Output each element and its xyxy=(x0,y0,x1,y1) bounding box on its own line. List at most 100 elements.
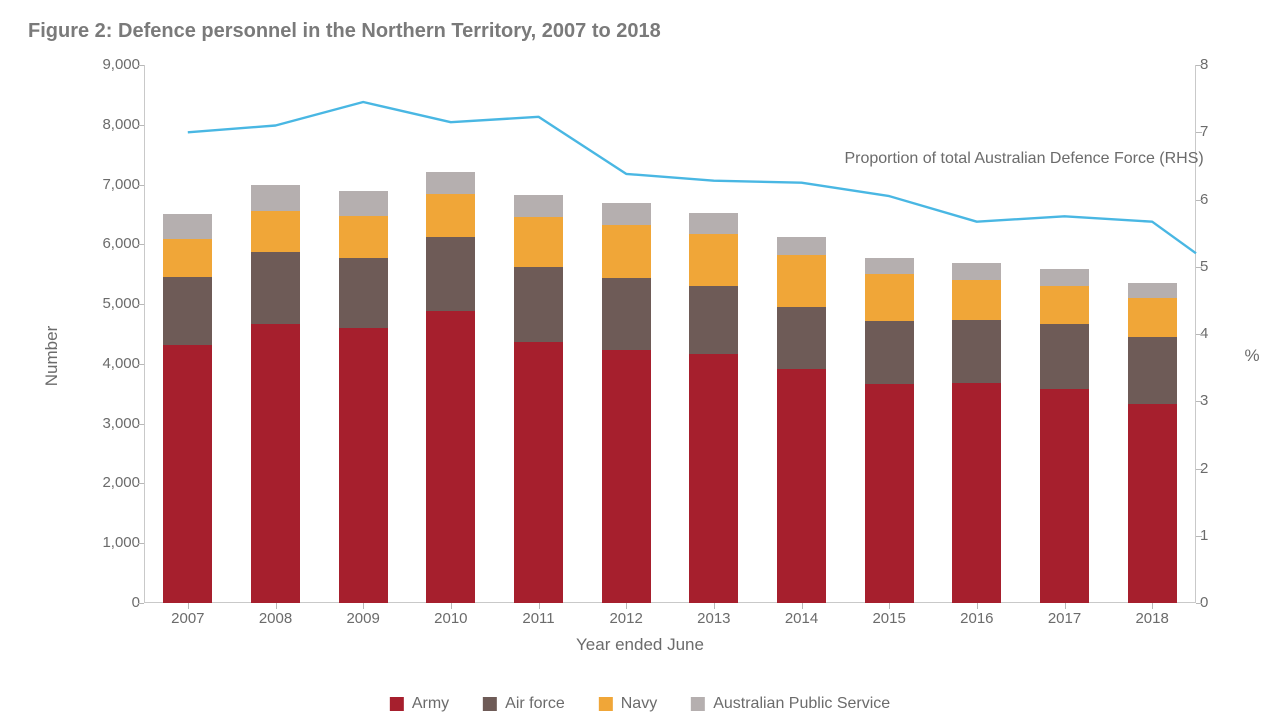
y-left-tick-label: 5,000 xyxy=(80,295,140,312)
bar-segment-airforce xyxy=(1040,324,1089,389)
legend-label-aps: Australian Public Service xyxy=(713,695,890,713)
y-right-tick-label: 2 xyxy=(1200,460,1240,477)
bar-group xyxy=(952,65,1001,603)
x-tick-label: 2010 xyxy=(434,610,467,627)
bar-segment-army xyxy=(163,345,212,603)
y-right-tick-label: 1 xyxy=(1200,527,1240,544)
x-tick-mark xyxy=(714,603,715,609)
bar-segment-army xyxy=(952,383,1001,603)
bar-segment-navy xyxy=(426,194,475,237)
bar-segment-airforce xyxy=(602,278,651,350)
bar-segment-navy xyxy=(1128,298,1177,337)
y-left-tick-label: 3,000 xyxy=(80,415,140,432)
y-left-tick-label: 6,000 xyxy=(80,235,140,252)
bar-group xyxy=(514,65,563,603)
legend-swatch-aps xyxy=(691,697,705,711)
bar-segment-army xyxy=(865,384,914,603)
bar-segment-airforce xyxy=(514,267,563,342)
bar-segment-aps xyxy=(689,213,738,233)
bar-segment-army xyxy=(777,369,826,603)
x-tick-label: 2014 xyxy=(785,610,818,627)
figure-container: Figure 2: Defence personnel in the North… xyxy=(0,0,1280,719)
x-axis-label: Year ended June xyxy=(576,635,704,655)
x-tick-label: 2008 xyxy=(259,610,292,627)
y-left-axis-label: Number xyxy=(42,326,62,386)
bar-group xyxy=(777,65,826,603)
y-left-tick-label: 2,000 xyxy=(80,474,140,491)
x-tick-label: 2018 xyxy=(1135,610,1168,627)
y-right-tick-mark xyxy=(1196,603,1202,604)
bar-segment-airforce xyxy=(1128,337,1177,404)
bar-group xyxy=(865,65,914,603)
x-tick-mark xyxy=(539,603,540,609)
bar-segment-airforce xyxy=(952,320,1001,383)
bar-group xyxy=(426,65,475,603)
y-right-tick-mark xyxy=(1196,334,1202,335)
bar-segment-army xyxy=(514,342,563,603)
bar-group xyxy=(602,65,651,603)
legend-item-airforce: Air force xyxy=(483,695,565,713)
figure-title: Figure 2: Defence personnel in the North… xyxy=(28,20,1256,43)
bar-segment-aps xyxy=(251,185,300,211)
y-right-tick-label: 5 xyxy=(1200,258,1240,275)
y-right-tick-mark xyxy=(1196,401,1202,402)
y-left-tick-label: 9,000 xyxy=(80,56,140,73)
bar-segment-army xyxy=(251,324,300,603)
y-right-tick-mark xyxy=(1196,469,1202,470)
legend-label-navy: Navy xyxy=(621,695,657,713)
bar-group xyxy=(1040,65,1089,603)
x-tick-mark xyxy=(276,603,277,609)
bar-segment-airforce xyxy=(251,252,300,325)
y-right-tick-mark xyxy=(1196,267,1202,268)
bar-segment-navy xyxy=(777,255,826,307)
bar-segment-army xyxy=(602,350,651,603)
legend-label-army: Army xyxy=(412,695,449,713)
bar-segment-aps xyxy=(514,195,563,217)
bar-group xyxy=(1128,65,1177,603)
y-right-tick-mark xyxy=(1196,200,1202,201)
bar-segment-navy xyxy=(163,239,212,277)
bar-segment-army xyxy=(1040,389,1089,603)
bar-segment-aps xyxy=(865,258,914,274)
y-right-tick-label: 6 xyxy=(1200,191,1240,208)
bar-segment-airforce xyxy=(163,277,212,345)
y-right-tick-label: 3 xyxy=(1200,392,1240,409)
chart-region: Number % 01,0002,0003,0004,0005,0006,000… xyxy=(24,55,1256,657)
bar-segment-army xyxy=(689,354,738,603)
bar-group xyxy=(339,65,388,603)
x-tick-label: 2011 xyxy=(522,610,554,627)
bar-segment-army xyxy=(339,328,388,603)
bar-segment-aps xyxy=(1128,283,1177,297)
bar-segment-airforce xyxy=(689,286,738,354)
y-right-tick-label: 4 xyxy=(1200,325,1240,342)
x-tick-mark xyxy=(1152,603,1153,609)
x-tick-label: 2016 xyxy=(960,610,993,627)
y-left-tick-mark xyxy=(138,603,144,604)
x-tick-mark xyxy=(626,603,627,609)
legend: Army Air force Navy Australian Public Se… xyxy=(390,695,890,713)
x-tick-label: 2017 xyxy=(1048,610,1081,627)
x-tick-mark xyxy=(802,603,803,609)
bar-segment-navy xyxy=(1040,286,1089,324)
x-tick-label: 2012 xyxy=(609,610,642,627)
legend-item-army: Army xyxy=(390,695,449,713)
y-right-tick-mark xyxy=(1196,132,1202,133)
bar-segment-airforce xyxy=(865,321,914,384)
x-tick-mark xyxy=(1065,603,1066,609)
bar-segment-navy xyxy=(251,211,300,252)
bar-segment-navy xyxy=(339,216,388,258)
legend-label-airforce: Air force xyxy=(505,695,565,713)
legend-swatch-airforce xyxy=(483,697,497,711)
bar-segment-aps xyxy=(163,214,212,239)
bar-segment-aps xyxy=(1040,269,1089,286)
bar-segment-airforce xyxy=(339,258,388,328)
bar-segment-airforce xyxy=(777,307,826,369)
bar-segment-navy xyxy=(865,274,914,321)
bar-group xyxy=(163,65,212,603)
bar-segment-aps xyxy=(777,237,826,256)
legend-swatch-army xyxy=(390,697,404,711)
bar-segment-aps xyxy=(426,172,475,194)
x-tick-mark xyxy=(889,603,890,609)
x-tick-label: 2009 xyxy=(346,610,379,627)
y-left-tick-label: 8,000 xyxy=(80,116,140,133)
